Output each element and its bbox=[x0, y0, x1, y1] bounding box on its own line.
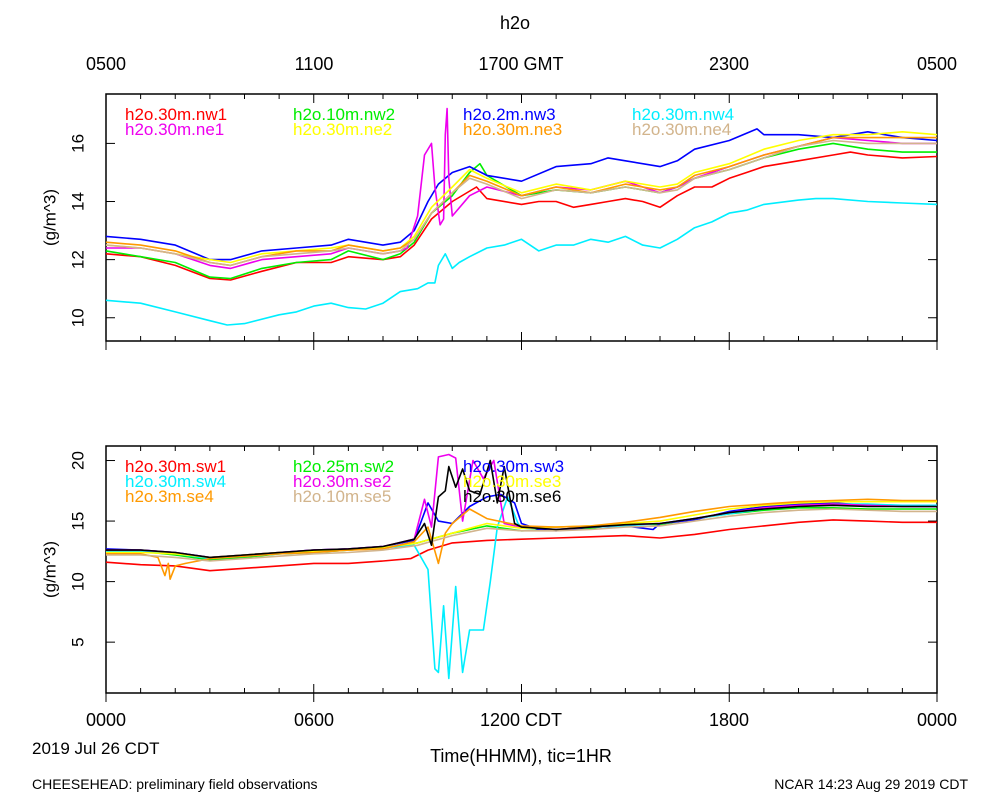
legend-entry: h2o.30m.ne1 bbox=[125, 120, 224, 139]
series-line-h2o.10m.se5 bbox=[106, 508, 937, 562]
legend-entry: h2o.30m.ne4 bbox=[632, 120, 731, 139]
y-tick-label: 15 bbox=[69, 512, 88, 531]
legend-entry: h2o.2m.nw3 bbox=[463, 105, 556, 124]
y-tick-label: 5 bbox=[69, 637, 88, 646]
series-line-h2o.25m.sw2 bbox=[106, 506, 937, 561]
legend-entry: h2o.30m.ne3 bbox=[463, 120, 562, 139]
legend-entry: h2o.30m.se2 bbox=[293, 472, 391, 491]
y-tick-label: 20 bbox=[69, 451, 88, 470]
legend-entry: h2o.3m.se4 bbox=[125, 487, 214, 506]
bottom-tick-label: 0600 bbox=[294, 710, 334, 730]
bottom-tick-label: 0000 bbox=[917, 710, 957, 730]
date-label: 2019 Jul 26 CDT bbox=[32, 739, 160, 758]
y-axis-label: (g/m^3) bbox=[41, 541, 60, 598]
legend-entry: h2o.30m.sw1 bbox=[125, 457, 226, 476]
legend-entry: h2o.10m.nw2 bbox=[293, 105, 395, 124]
series-line-h2o.30m.ne3 bbox=[105, 136, 937, 267]
series-line-h2o.30m.ne2 bbox=[105, 131, 938, 264]
series-line-h2o.3m.se4 bbox=[106, 498, 937, 581]
chart-title: h2o bbox=[500, 13, 530, 33]
legend-entry: h2o.30m.sw4 bbox=[125, 472, 226, 491]
top-axis-labels: 0500 1100 1700 GMT 2300 0500 bbox=[86, 54, 957, 74]
series-line-h2o.30m.sw1 bbox=[105, 519, 937, 572]
legend-entry: h2o.10m.se5 bbox=[293, 487, 391, 506]
y-tick-label: 16 bbox=[69, 134, 88, 153]
legend-entry: h2o.30m.se6 bbox=[463, 487, 561, 506]
legend-entry: h2o.30m.se3 bbox=[463, 472, 561, 491]
top-tick-label: 1100 bbox=[295, 54, 334, 74]
series-line-h2o.30m.se6 bbox=[106, 459, 937, 559]
x-axis-label: Time(HHMM), tic=1HR bbox=[430, 746, 612, 766]
legend-entry: h2o.30m.ne2 bbox=[293, 120, 392, 139]
y-tick-label: 12 bbox=[69, 250, 88, 269]
series-line-h2o.10m.nw2 bbox=[105, 142, 937, 280]
footer-right: NCAR 14:23 Aug 29 2019 CDT bbox=[774, 776, 968, 792]
series-line-h2o.30m.nw1 bbox=[105, 151, 938, 281]
legend-entry: h2o.30m.nw4 bbox=[632, 105, 734, 124]
y-axis-label: (g/m^3) bbox=[41, 189, 60, 246]
top-tick-label: 1700 GMT bbox=[478, 54, 563, 74]
bottom-tick-label: 1200 CDT bbox=[480, 710, 562, 730]
bottom-axis-labels: 0000 0600 1200 CDT 1800 0000 bbox=[86, 710, 957, 730]
legend-entry: h2o.25m.sw2 bbox=[293, 457, 394, 476]
bottom-tick-label: 0000 bbox=[86, 710, 126, 730]
y-tick-label: 10 bbox=[69, 308, 88, 327]
legend-entry: h2o.30m.sw3 bbox=[463, 457, 564, 476]
top-tick-label: 2300 bbox=[709, 54, 749, 74]
series-line-h2o.30m.ne4 bbox=[105, 139, 937, 267]
series-line-h2o.2m.nw3 bbox=[105, 128, 938, 261]
y-tick-label: 10 bbox=[69, 572, 88, 591]
footer-left: CHEESEHEAD: preliminary field observatio… bbox=[32, 776, 318, 792]
top-tick-label: 0500 bbox=[86, 54, 126, 74]
top-tick-label: 0500 bbox=[917, 54, 957, 74]
y-tick-label: 14 bbox=[69, 192, 88, 211]
legend-entry: h2o.30m.nw1 bbox=[125, 105, 227, 124]
bottom-tick-label: 1800 bbox=[709, 710, 749, 730]
series-line-h2o.30m.nw4 bbox=[105, 197, 938, 326]
